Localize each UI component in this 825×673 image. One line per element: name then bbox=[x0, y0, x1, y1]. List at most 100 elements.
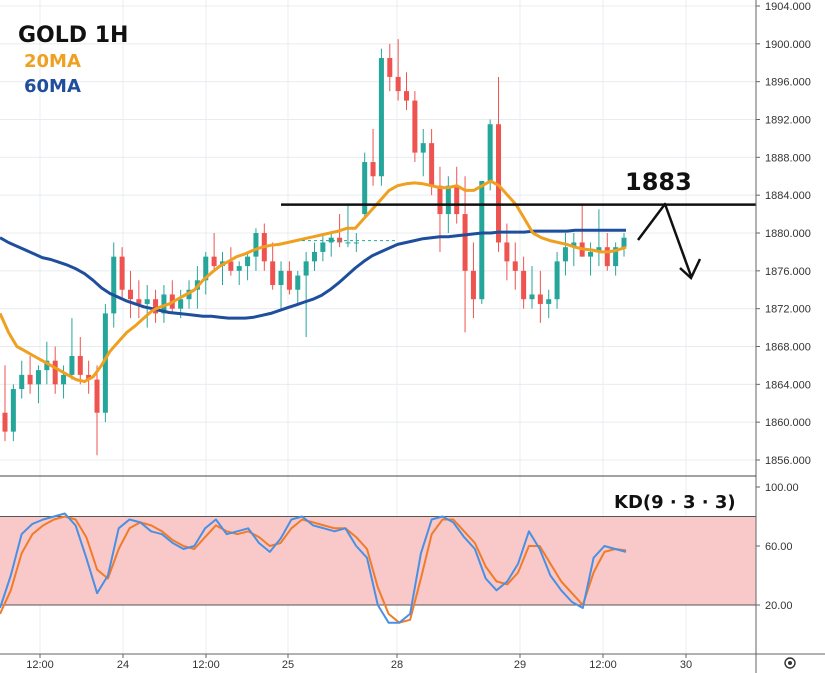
candle-up bbox=[10, 389, 16, 432]
forecast-arrow-head bbox=[679, 258, 702, 281]
price-tick-label: 1860.000 bbox=[765, 417, 811, 429]
candle-down bbox=[437, 185, 443, 215]
candle-up bbox=[203, 256, 209, 281]
price-tick-label: 1864.000 bbox=[765, 379, 811, 391]
candle-up bbox=[320, 242, 326, 252]
candle-down bbox=[429, 143, 435, 186]
candle-up bbox=[44, 360, 50, 371]
forecast-arrow-path bbox=[637, 202, 693, 277]
candle-up bbox=[102, 313, 108, 413]
ma60-label: 60MA bbox=[24, 76, 81, 97]
ma60-line bbox=[0, 228, 626, 320]
candle-up bbox=[178, 299, 184, 309]
annotations bbox=[281, 202, 756, 281]
candle-down bbox=[52, 360, 58, 385]
x-tick-label: 12:00 bbox=[589, 659, 617, 671]
candle-down bbox=[462, 214, 468, 271]
candle-down bbox=[387, 58, 393, 77]
x-tick-label: 30 bbox=[680, 659, 692, 671]
kd-d-line bbox=[0, 515, 627, 624]
price-tick-label: 1884.000 bbox=[765, 190, 811, 202]
candle-down bbox=[119, 256, 125, 290]
kd-tick-label: 60.00 bbox=[765, 541, 793, 553]
candle-up bbox=[69, 355, 75, 375]
candle-up bbox=[487, 124, 493, 181]
candle-up bbox=[571, 242, 577, 248]
candle-down bbox=[270, 261, 276, 286]
candle-down bbox=[94, 379, 100, 413]
candle-up bbox=[596, 247, 602, 252]
kd-tick-label: 100.00 bbox=[765, 482, 799, 494]
kd-k-line bbox=[0, 512, 627, 624]
price-tick-label: 1892.000 bbox=[765, 115, 811, 127]
candle-up bbox=[144, 299, 150, 304]
candle-down bbox=[127, 289, 133, 300]
candle-down bbox=[370, 162, 376, 177]
candle-up bbox=[546, 299, 552, 304]
price-tick-label: 1876.000 bbox=[765, 266, 811, 278]
price-tick-label: 1880.000 bbox=[765, 228, 811, 240]
candle-down bbox=[521, 270, 527, 300]
price-tick-label: 1900.000 bbox=[765, 39, 811, 51]
candle-up bbox=[529, 294, 535, 300]
moving-average-lines bbox=[0, 179, 627, 383]
candle-up bbox=[328, 237, 334, 243]
candle-down bbox=[136, 299, 142, 304]
candle-up bbox=[588, 251, 594, 257]
price-tick-label: 1868.000 bbox=[765, 342, 811, 354]
candle-up bbox=[161, 294, 167, 314]
candle-up bbox=[245, 256, 251, 267]
x-tick-label: 28 bbox=[391, 659, 403, 671]
candle-up bbox=[479, 180, 485, 300]
candle-down bbox=[470, 270, 476, 300]
candle-up bbox=[621, 237, 627, 248]
candle-up bbox=[19, 374, 25, 390]
price-tick-label: 1888.000 bbox=[765, 152, 811, 164]
candle-down bbox=[404, 91, 410, 101]
candle-down bbox=[604, 247, 610, 267]
gear-icon[interactable] bbox=[784, 657, 796, 669]
candle-down bbox=[454, 185, 460, 215]
ma20-line bbox=[0, 179, 627, 383]
candle-up bbox=[420, 143, 426, 153]
price-tick-label: 1856.000 bbox=[765, 455, 811, 467]
kd-lines bbox=[0, 512, 627, 624]
candle-up bbox=[345, 242, 351, 244]
candle-up bbox=[378, 58, 384, 177]
candle-up bbox=[554, 261, 560, 300]
candle-down bbox=[211, 256, 217, 267]
candle-up bbox=[253, 233, 259, 257]
candle-down bbox=[2, 412, 8, 432]
x-tick-label: 12:00 bbox=[192, 659, 220, 671]
resistance-level-label: 1883 bbox=[625, 168, 692, 196]
candle-down bbox=[512, 261, 518, 271]
candle-up bbox=[562, 247, 568, 262]
price-tick-label: 1872.000 bbox=[765, 304, 811, 316]
candle-up bbox=[303, 261, 309, 276]
candle-down bbox=[77, 355, 83, 375]
candle-up bbox=[111, 256, 117, 314]
candle-up bbox=[311, 251, 318, 262]
candle-down bbox=[537, 294, 543, 304]
ma20-label: 20MA bbox=[24, 51, 81, 72]
candle-up bbox=[236, 266, 242, 271]
kd-tick-label: 20.00 bbox=[765, 600, 793, 612]
x-tick-label: 24 bbox=[117, 659, 129, 671]
price-tick-label: 1904.000 bbox=[765, 1, 811, 13]
price-tick-label: 1896.000 bbox=[765, 77, 811, 89]
candle-up bbox=[613, 247, 619, 267]
candle-down bbox=[86, 374, 92, 380]
kd-title: KD(9 · 3 · 3) bbox=[614, 492, 736, 513]
candle-up bbox=[61, 374, 67, 385]
candle-up bbox=[35, 370, 41, 385]
candle-down bbox=[412, 100, 418, 153]
candle-up bbox=[445, 185, 451, 215]
candle-down bbox=[153, 299, 159, 314]
candle-down bbox=[395, 76, 401, 92]
x-tick-label: 29 bbox=[514, 659, 526, 671]
candle-up bbox=[362, 162, 368, 215]
candle-down bbox=[228, 261, 234, 271]
candle-down bbox=[504, 242, 510, 262]
